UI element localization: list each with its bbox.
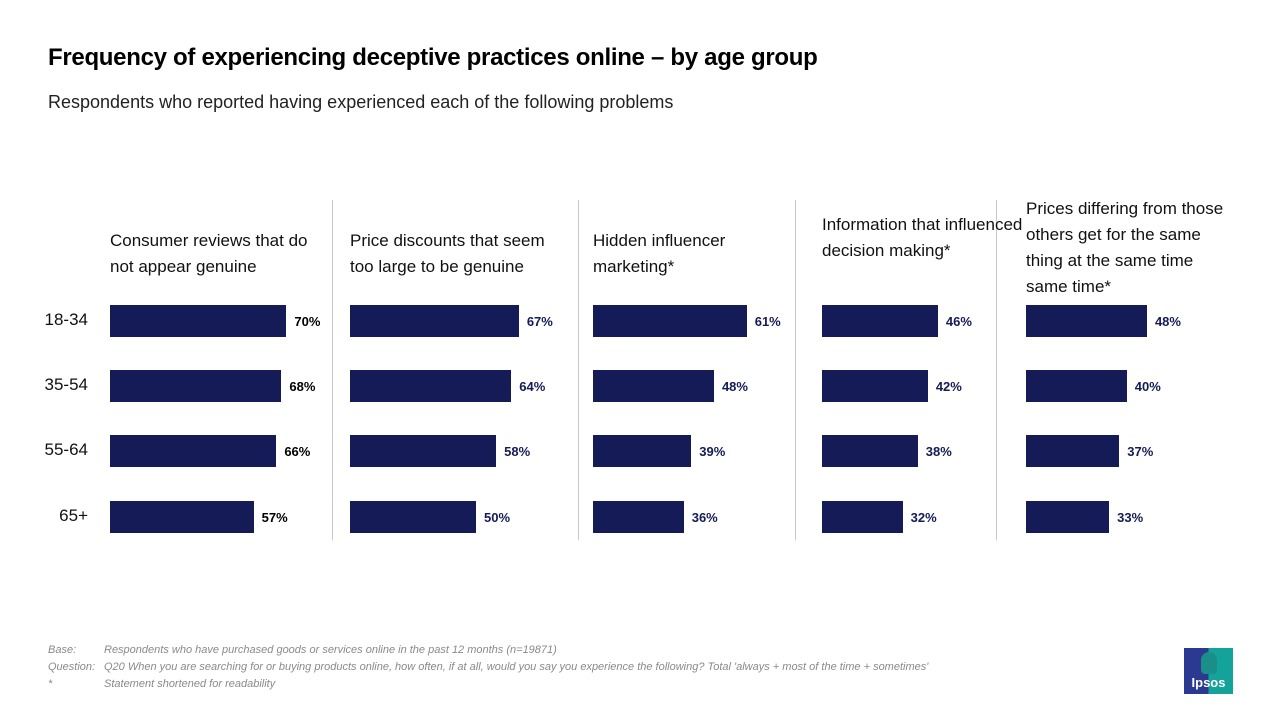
- value-label: 40%: [1134, 379, 1161, 394]
- bar: [110, 305, 287, 337]
- bar: [350, 305, 519, 337]
- series-label: Consumer reviews that do not appear genu…: [110, 231, 308, 276]
- bar: [822, 305, 938, 337]
- bar: [1026, 501, 1110, 533]
- value-label: 33%: [1117, 510, 1144, 525]
- bar: [350, 370, 512, 402]
- value-label: 48%: [1154, 314, 1181, 329]
- age-label: 18-34: [44, 310, 88, 329]
- age-label: 55-64: [44, 440, 88, 459]
- bar: [1026, 305, 1147, 337]
- footnote-key: Question:: [48, 661, 96, 673]
- series-label: Price discounts that seem too large to b…: [350, 231, 545, 276]
- bar: [110, 501, 254, 533]
- ipsos-logo: Ipsos: [1184, 648, 1233, 694]
- logo-head-icon: [1201, 652, 1217, 674]
- footnote-key: Base:: [48, 644, 77, 656]
- bar: [350, 501, 476, 533]
- footnote-question: Question: Q20 When you are searching for …: [48, 661, 928, 673]
- footnote-text: Statement shortened for readability: [104, 678, 276, 690]
- value-label: 42%: [935, 379, 962, 394]
- footnote-asterisk: * Statement shortened for readability: [48, 678, 275, 690]
- footnote-text: Q20 When you are searching for or buying…: [104, 661, 929, 673]
- value-label: 39%: [699, 444, 726, 459]
- panel-divider: [795, 200, 796, 540]
- value-label: 68%: [289, 379, 316, 394]
- bar: [822, 435, 918, 467]
- panel-divider: [332, 200, 333, 540]
- bar: [1026, 370, 1127, 402]
- value-label: 50%: [484, 510, 511, 525]
- logo-text: Ipsos: [1191, 675, 1226, 690]
- age-label: 35-54: [44, 375, 88, 394]
- value-label: 38%: [925, 444, 952, 459]
- series-label: Hidden influencer marketing*: [593, 231, 726, 276]
- value-label: 61%: [754, 314, 781, 329]
- bar: [110, 370, 282, 402]
- value-label: 70%: [294, 314, 321, 329]
- chart-title: Frequency of experiencing deceptive prac…: [48, 44, 818, 71]
- bar: [593, 370, 714, 402]
- age-label: 65+: [59, 506, 88, 525]
- value-label: 67%: [526, 314, 553, 329]
- chart-subtitle: Respondents who reported having experien…: [48, 92, 674, 112]
- footnote-text: Respondents who have purchased goods or …: [104, 644, 557, 656]
- value-label: 57%: [261, 510, 288, 525]
- value-label: 36%: [691, 510, 718, 525]
- footnote-key: *: [48, 678, 53, 690]
- bar: [593, 305, 747, 337]
- footnote-base: Base: Respondents who have purchased good…: [48, 644, 557, 656]
- bar: [593, 435, 692, 467]
- series-label: Information that influenced decision mak…: [822, 215, 1023, 260]
- bar: [1026, 435, 1120, 467]
- bar: [822, 370, 928, 402]
- value-label: 48%: [721, 379, 748, 394]
- bar: [593, 501, 684, 533]
- value-label: 58%: [504, 444, 531, 459]
- value-label: 64%: [519, 379, 546, 394]
- value-label: 32%: [910, 510, 937, 525]
- value-label: 37%: [1127, 444, 1154, 459]
- bar: [822, 501, 903, 533]
- bar: [350, 435, 497, 467]
- bar: [110, 435, 277, 467]
- value-label: 46%: [945, 314, 972, 329]
- panel-divider: [996, 200, 997, 540]
- series-label: Prices differing from those others get f…: [1026, 199, 1224, 296]
- panel-divider: [578, 200, 579, 540]
- value-label: 66%: [284, 444, 311, 459]
